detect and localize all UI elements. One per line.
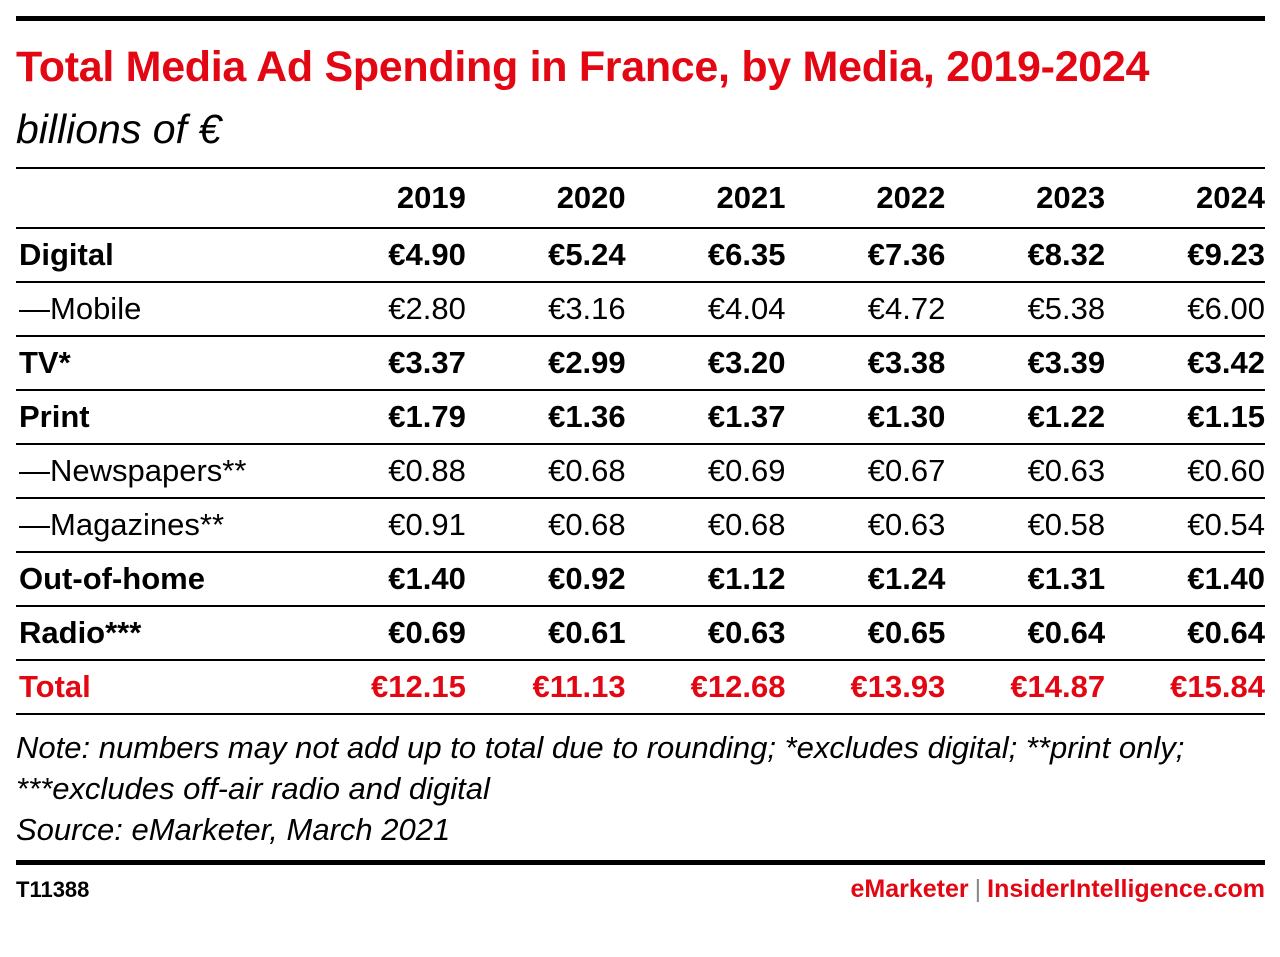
- value-cell: €3.39: [945, 336, 1106, 391]
- value-cell: €1.40: [1105, 552, 1265, 607]
- table-row: —Mobile €2.80 €3.16 €4.04 €4.72 €5.38 €6.00: [16, 282, 1265, 337]
- header-year-2022: 2022: [785, 167, 946, 229]
- value-cell: €0.60: [1105, 444, 1265, 499]
- value-cell: €7.36: [785, 228, 946, 283]
- value-cell: €0.88: [306, 444, 466, 499]
- row-label: Out-of-home: [16, 552, 306, 607]
- value-cell: €12.15: [306, 660, 466, 715]
- table-row: Out-of-home €1.40 €0.92 €1.12 €1.24 €1.31 €1.4…: [16, 552, 1265, 607]
- value-cell: €14.87: [945, 660, 1106, 715]
- row-label: Radio***: [16, 606, 306, 661]
- table-row: Digital €4.90 €5.24 €6.35 €7.36 €8.32 €9.23: [16, 228, 1265, 283]
- value-cell: €0.65: [785, 606, 946, 661]
- value-cell: €1.31: [945, 552, 1106, 607]
- value-cell: €1.40: [306, 552, 466, 607]
- source-text: Source: eMarketer, March 2021: [16, 812, 451, 847]
- row-label: —Magazines**: [16, 498, 306, 553]
- value-cell: €1.12: [625, 552, 786, 607]
- chart-subtitle: billions of €: [16, 106, 222, 152]
- value-cell: €6.35: [625, 228, 786, 283]
- value-cell: €0.64: [945, 606, 1106, 661]
- value-cell: €0.68: [465, 444, 626, 499]
- value-cell: €0.68: [465, 498, 626, 553]
- value-cell: €1.79: [306, 390, 466, 445]
- value-cell: €0.58: [945, 498, 1106, 553]
- value-cell: €0.91: [306, 498, 466, 553]
- footer: T11388 eMarketer | InsiderIntelligence.com: [16, 875, 1265, 915]
- value-cell: €0.54: [1105, 498, 1265, 553]
- header-year-2019: 2019: [306, 167, 466, 229]
- value-cell: €1.30: [785, 390, 946, 445]
- value-cell: €0.63: [945, 444, 1106, 499]
- header-year-2024: 2024: [1105, 167, 1265, 229]
- value-cell: €0.63: [625, 606, 786, 661]
- value-cell: €11.13: [465, 660, 626, 715]
- value-cell: €4.04: [625, 282, 786, 337]
- header-row: 2019 2020 2021 2022 2023 2024: [16, 167, 1265, 229]
- row-label: Digital: [16, 228, 306, 283]
- value-cell: €0.92: [465, 552, 626, 607]
- value-cell: €6.00: [1105, 282, 1265, 337]
- chart-frame: Total Media Ad Spending in France, by Me…: [16, 16, 1265, 915]
- value-cell: €0.67: [785, 444, 946, 499]
- table-row: —Newspapers** €0.88 €0.68 €0.69 €0.67 €0.63 €0…: [16, 444, 1265, 499]
- table-row: —Magazines** €0.91 €0.68 €0.68 €0.63 €0.58 €0.…: [16, 498, 1265, 553]
- header-label-cell: [16, 167, 306, 229]
- value-cell: €2.99: [465, 336, 626, 391]
- value-cell: €3.42: [1105, 336, 1265, 391]
- chart-title: Total Media Ad Spending in France, by Me…: [16, 43, 1150, 91]
- brand-insider: InsiderIntelligence.com: [987, 875, 1265, 903]
- value-cell: €0.63: [785, 498, 946, 553]
- value-cell: €0.68: [625, 498, 786, 553]
- table-row: Total €12.15 €11.13 €12.68 €13.93 €14.87 €15.8…: [16, 660, 1265, 715]
- value-cell: €1.24: [785, 552, 946, 607]
- value-cell: €4.72: [785, 282, 946, 337]
- value-cell: €1.36: [465, 390, 626, 445]
- value-cell: €1.22: [945, 390, 1106, 445]
- value-cell: €3.37: [306, 336, 466, 391]
- value-cell: €0.61: [465, 606, 626, 661]
- value-cell: €0.69: [625, 444, 786, 499]
- value-cell: €13.93: [785, 660, 946, 715]
- brand-separator: |: [974, 875, 982, 903]
- value-cell: €3.20: [625, 336, 786, 391]
- bottom-rule: [16, 860, 1265, 865]
- value-cell: €12.68: [625, 660, 786, 715]
- row-label: —Mobile: [16, 282, 306, 337]
- value-cell: €2.80: [306, 282, 466, 337]
- value-cell: €1.37: [625, 390, 786, 445]
- value-cell: €3.16: [465, 282, 626, 337]
- row-label: Print: [16, 390, 306, 445]
- row-label: —Newspapers**: [16, 444, 306, 499]
- row-label: Total: [16, 660, 306, 715]
- brand-emarketer: eMarketer: [850, 875, 969, 903]
- value-cell: €3.38: [785, 336, 946, 391]
- table-body: Digital €4.90 €5.24 €6.35 €7.36 €8.32 €9.23 —Mo…: [16, 228, 1265, 715]
- table-row: Radio*** €0.69 €0.61 €0.63 €0.65 €0.64 €0.64: [16, 606, 1265, 661]
- chart-code: T11388: [16, 877, 90, 902]
- value-cell: €8.32: [945, 228, 1106, 283]
- header-year-2023: 2023: [945, 167, 1106, 229]
- value-cell: €4.90: [306, 228, 466, 283]
- note-text: Note: numbers may not add up to total du…: [16, 730, 1185, 806]
- value-cell: €0.69: [306, 606, 466, 661]
- row-label: TV*: [16, 336, 306, 391]
- brand: eMarketer | InsiderIntelligence.com: [851, 875, 1266, 904]
- value-cell: €9.23: [1105, 228, 1265, 283]
- table-row: Print €1.79 €1.36 €1.37 €1.30 €1.22 €1.15: [16, 390, 1265, 445]
- value-cell: €1.15: [1105, 390, 1265, 445]
- header-year-2020: 2020: [465, 167, 626, 229]
- notes: Note: numbers may not add up to total du…: [16, 727, 1265, 850]
- top-rule: [16, 16, 1265, 21]
- data-table: 2019 2020 2021 2022 2023 2024 Digital €4.90 €5.…: [16, 167, 1265, 715]
- value-cell: €15.84: [1105, 660, 1265, 715]
- value-cell: €5.38: [945, 282, 1106, 337]
- value-cell: €0.64: [1105, 606, 1265, 661]
- value-cell: €5.24: [465, 228, 626, 283]
- header-year-2021: 2021: [625, 167, 786, 229]
- table-row: TV* €3.37 €2.99 €3.20 €3.38 €3.39 €3.42: [16, 336, 1265, 391]
